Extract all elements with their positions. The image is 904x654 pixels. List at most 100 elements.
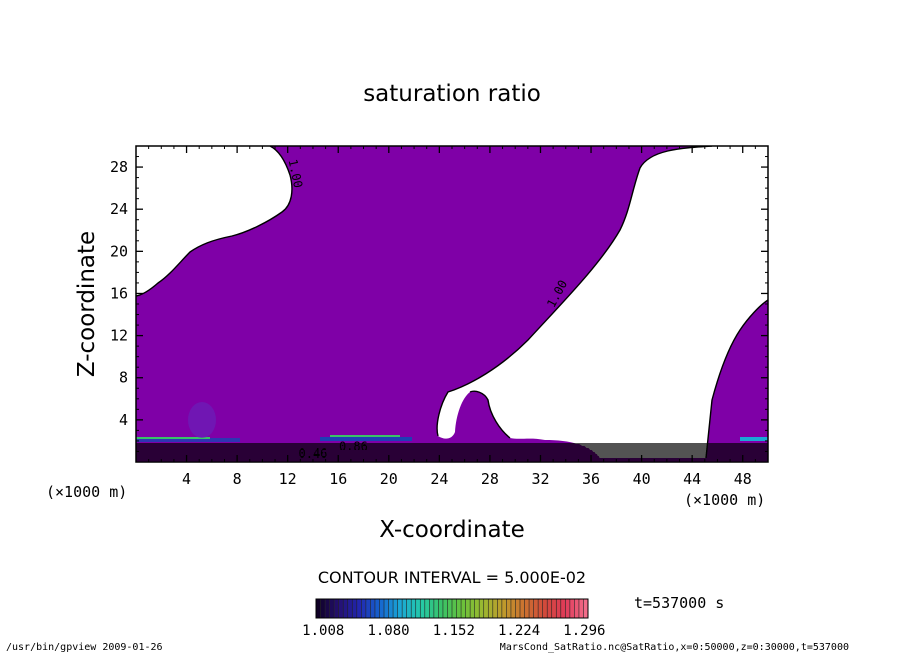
colorbar-cell — [334, 599, 339, 618]
colorbar-cell — [447, 599, 452, 618]
colorbar-cell — [406, 599, 412, 618]
colorbar-cell — [533, 599, 539, 618]
colorbar-cell — [474, 599, 480, 618]
colorbar-cell — [583, 599, 588, 618]
colorbar-cell — [442, 599, 448, 618]
colorbar-cell — [365, 599, 371, 618]
colorbar-tick-label: 1.296 — [563, 623, 605, 639]
x-tick-label: 24 — [430, 470, 448, 488]
colorbar-cell — [529, 599, 534, 618]
colorbar-cell — [433, 599, 439, 618]
colorbar-cell — [397, 599, 403, 618]
colorbar-cell — [497, 599, 502, 618]
footer-right: MarsCond_SatRatio.nc@SatRatio,x=0:50000,… — [500, 642, 849, 653]
color-fringe-right — [740, 437, 768, 441]
colorbar-cell — [320, 599, 326, 618]
colorbar-tick-label: 1.080 — [367, 623, 409, 639]
blob-near-x4 — [188, 402, 216, 438]
y-axis-label: Z-coordinate — [74, 231, 100, 377]
x-tick-label: 32 — [531, 470, 549, 488]
colorbar-cell — [338, 599, 344, 618]
colorbar-cell — [374, 599, 380, 618]
footer-left: /usr/bin/gpview 2009-01-26 — [6, 642, 163, 653]
colorbar-cell — [370, 599, 375, 618]
x-tick-label: 44 — [683, 470, 701, 488]
colorbar-tick-label: 1.008 — [302, 623, 344, 639]
bottom-band-fill — [136, 443, 768, 462]
contour-1-00 — [136, 146, 768, 459]
x-tick-label: 28 — [481, 470, 499, 488]
y-tick-label: 4 — [119, 411, 128, 429]
contour-interval: CONTOUR INTERVAL = 5.000E-02 — [318, 568, 586, 587]
colorbar-cell — [316, 599, 321, 618]
y-tick-label: 28 — [110, 158, 128, 176]
colorbar-cell — [483, 599, 489, 618]
unsaturated-region-upper-left — [136, 146, 292, 296]
colorbar-cell — [411, 599, 416, 618]
colorbar-cell — [506, 599, 511, 618]
contour-label: 0.86 — [339, 439, 368, 453]
colorbar-cell — [438, 599, 443, 618]
colorbar-cell — [329, 599, 335, 618]
chart-title: saturation ratio — [363, 81, 541, 107]
contour-label: 0.46 — [299, 446, 328, 460]
x-tick-label: 20 — [380, 470, 398, 488]
colorbar-cell — [352, 599, 357, 618]
colorbar-cell — [420, 599, 425, 618]
saturation-field — [136, 146, 768, 462]
colorbar-cell — [515, 599, 520, 618]
colorbar-cell — [325, 599, 330, 618]
colorbar-cell — [424, 599, 430, 618]
colorbar-cell — [388, 599, 394, 618]
y-tick-label: 12 — [110, 327, 128, 345]
x-tick-label: 4 — [182, 470, 191, 488]
plot-area: 1.001.000.46 0.86 4 8 12 16 20 24 28 32 36 40 44 48 … — [110, 145, 769, 488]
x-axis-label: X-coordinate — [379, 517, 525, 543]
colorbar-tick-label: 1.224 — [498, 623, 540, 639]
color-fringe-mid — [320, 437, 412, 441]
x-tick-label: 16 — [329, 470, 347, 488]
colorbar-cell — [384, 599, 389, 618]
colorbar-cell — [569, 599, 575, 618]
saturated-region — [136, 146, 768, 462]
colorbar-tick-label: 1.152 — [433, 623, 475, 639]
colorbar-cell — [556, 599, 561, 618]
contour-label: 1.00 — [286, 158, 306, 189]
colorbar-cell — [524, 599, 530, 618]
colorbar-cell — [574, 599, 579, 618]
time-label: t=537000 s — [634, 594, 724, 612]
colorbar — [315, 599, 588, 618]
color-fringe-left-green — [136, 437, 210, 439]
x-axis: 4 8 12 16 20 24 28 32 36 40 44 48 — [148, 146, 756, 488]
colorbar-cell — [379, 599, 384, 618]
y-axis: 4 8 12 16 20 24 28 — [110, 156, 768, 452]
colorbar-cell — [479, 599, 484, 618]
color-fringe-mid-green — [330, 435, 400, 437]
colorbar-cell — [465, 599, 471, 618]
colorbar-cell — [347, 599, 353, 618]
colorbar-cell — [393, 599, 398, 618]
colorbar-cell — [492, 599, 498, 618]
bottom-contour-band — [136, 443, 768, 461]
colorbar-cell — [429, 599, 434, 618]
colorbar-frame — [315, 598, 589, 619]
colorbar-cell — [356, 599, 362, 618]
colorbar-cell — [542, 599, 548, 618]
y-tick-label: 8 — [119, 369, 128, 387]
x-unit-right: (×1000 m) — [684, 491, 765, 509]
y-tick-label: 24 — [110, 200, 128, 218]
colorbar-cell — [501, 599, 507, 618]
x-tick-label: 12 — [279, 470, 297, 488]
colorbar-cell — [452, 599, 457, 618]
colorbar-cell — [361, 599, 366, 618]
y-tick-label: 16 — [110, 284, 128, 302]
colorbar-cell — [560, 599, 566, 618]
x-unit-left: (×1000 m) — [46, 483, 127, 501]
y-tick-label: 20 — [110, 242, 128, 260]
colorbar-cell — [402, 599, 407, 618]
colorbar-cell — [520, 599, 525, 618]
x-tick-label: 8 — [233, 470, 242, 488]
colorbar-tick-labels: 1.008 1.080 1.152 1.224 1.296 — [302, 623, 605, 639]
x-tick-label: 48 — [734, 470, 752, 488]
